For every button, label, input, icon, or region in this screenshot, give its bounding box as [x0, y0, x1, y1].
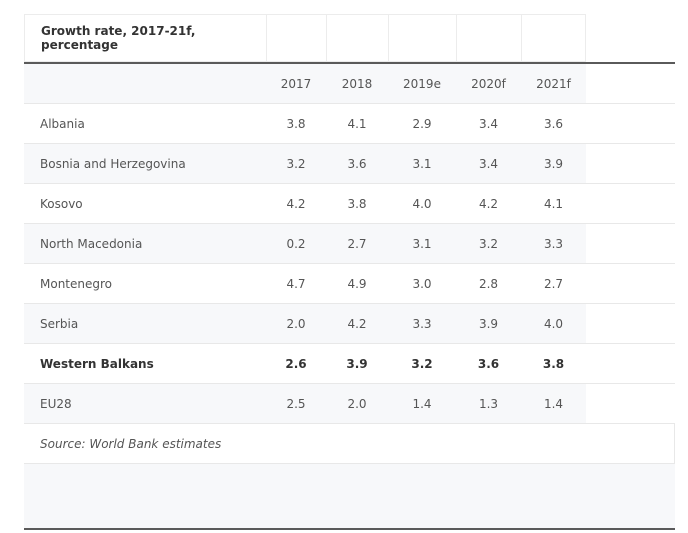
table-cell: 3.2 [411, 356, 433, 371]
column-header: 2020f [456, 64, 521, 103]
table-footer-area [24, 464, 675, 528]
bottom-divider [24, 528, 675, 530]
column-header: 2019e [388, 64, 456, 103]
title-blank-cell [388, 14, 456, 62]
table-cell: 3.1 [388, 144, 456, 183]
row-label: Kosovo [40, 196, 83, 211]
table-row: Serbia 2.0 4.2 3.3 3.9 4.0 [24, 304, 675, 344]
table-cell: 4.2 [478, 196, 499, 211]
row-label: Bosnia and Herzegovina [24, 144, 266, 183]
table-title-row: Growth rate, 2017-21f, percentage [24, 14, 586, 62]
table-cell: 3.3 [388, 304, 456, 343]
table-cell: 3.9 [346, 356, 368, 371]
column-header: 2018 [326, 64, 388, 103]
source-row: Source: World Bank estimates [24, 424, 675, 464]
table-cell: 1.4 [521, 384, 586, 423]
table-cell: 3.3 [521, 224, 586, 263]
table-cell: 4.1 [543, 196, 564, 211]
table-cell: 3.4 [456, 144, 521, 183]
table-cell: 4.2 [286, 196, 306, 211]
table-cell: 2.7 [326, 224, 388, 263]
row-label: North Macedonia [24, 224, 266, 263]
header-divider [24, 62, 675, 64]
row-label: Albania [40, 116, 85, 131]
table-cell: 2.6 [285, 356, 307, 371]
row-padding [586, 264, 675, 303]
table-row: Bosnia and Herzegovina 3.2 3.6 3.1 3.4 3… [24, 144, 675, 184]
table-cell: 4.9 [347, 276, 367, 291]
table-cell: 3.6 [477, 356, 500, 371]
table-cell: 3.2 [456, 224, 521, 263]
row-padding [586, 224, 675, 263]
table-cell: 3.0 [412, 276, 432, 291]
table-cell: 2.0 [266, 304, 326, 343]
table-row: Kosovo 4.2 3.8 4.0 4.2 4.1 [24, 184, 675, 224]
column-header-row: 2017 2018 2019e 2020f 2021f [24, 64, 675, 104]
row-label: EU28 [24, 384, 266, 423]
table-cell: 4.2 [326, 304, 388, 343]
table-row: Montenegro 4.7 4.9 3.0 2.8 2.7 [24, 264, 675, 304]
table-cell: 1.3 [456, 384, 521, 423]
table-cell: 3.4 [478, 116, 499, 131]
table-cell: 2.8 [478, 276, 499, 291]
table-cell: 3.6 [326, 144, 388, 183]
table-cell: 3.8 [542, 356, 565, 371]
table-body: 2017 2018 2019e 2020f 2021f Albania 3.8 … [24, 64, 675, 464]
column-header: 2021f [521, 64, 586, 103]
table-row-total: Western Balkans 2.6 3.9 3.2 3.6 3.8 [24, 344, 675, 384]
title-blank-cell [326, 14, 388, 62]
table-cell: 0.2 [266, 224, 326, 263]
source-note: Source: World Bank estimates [40, 436, 222, 451]
table-cell: 3.9 [521, 144, 586, 183]
table-cell: 4.7 [286, 276, 306, 291]
row-label: Montenegro [40, 276, 113, 291]
table-title: Growth rate, 2017-21f, percentage [24, 14, 266, 62]
row-padding [586, 344, 675, 383]
table-cell: 3.9 [456, 304, 521, 343]
table-cell: 4.0 [412, 196, 432, 211]
row-padding [586, 384, 675, 423]
table-cell: 3.8 [347, 196, 367, 211]
row-padding [586, 64, 675, 103]
table-cell: 3.6 [543, 116, 564, 131]
table-cell: 4.0 [521, 304, 586, 343]
table-cell: 3.1 [388, 224, 456, 263]
row-padding [586, 104, 675, 143]
table-cell: 4.1 [347, 116, 367, 131]
table-row: Albania 3.8 4.1 2.9 3.4 3.6 [24, 104, 675, 144]
table-row: EU28 2.5 2.0 1.4 1.3 1.4 [24, 384, 675, 424]
growth-rate-table: Growth rate, 2017-21f, percentage 2017 2… [24, 14, 675, 530]
row-padding [586, 184, 675, 223]
title-blank-cell [266, 14, 326, 62]
table-cell: 2.9 [412, 116, 432, 131]
table-cell: 3.2 [266, 144, 326, 183]
table-cell: 2.0 [326, 384, 388, 423]
column-header: 2017 [266, 64, 326, 103]
table-cell: 2.5 [266, 384, 326, 423]
title-blank-cell [521, 14, 586, 62]
table-cell: 3.8 [286, 116, 306, 131]
table-cell: 1.4 [388, 384, 456, 423]
table-cell: 2.7 [543, 276, 564, 291]
header-blank [24, 64, 266, 103]
table-row: North Macedonia 0.2 2.7 3.1 3.2 3.3 [24, 224, 675, 264]
row-label: Serbia [24, 304, 266, 343]
row-padding [586, 144, 675, 183]
row-padding [586, 304, 675, 343]
row-label: Western Balkans [40, 356, 154, 371]
title-blank-cell [456, 14, 521, 62]
